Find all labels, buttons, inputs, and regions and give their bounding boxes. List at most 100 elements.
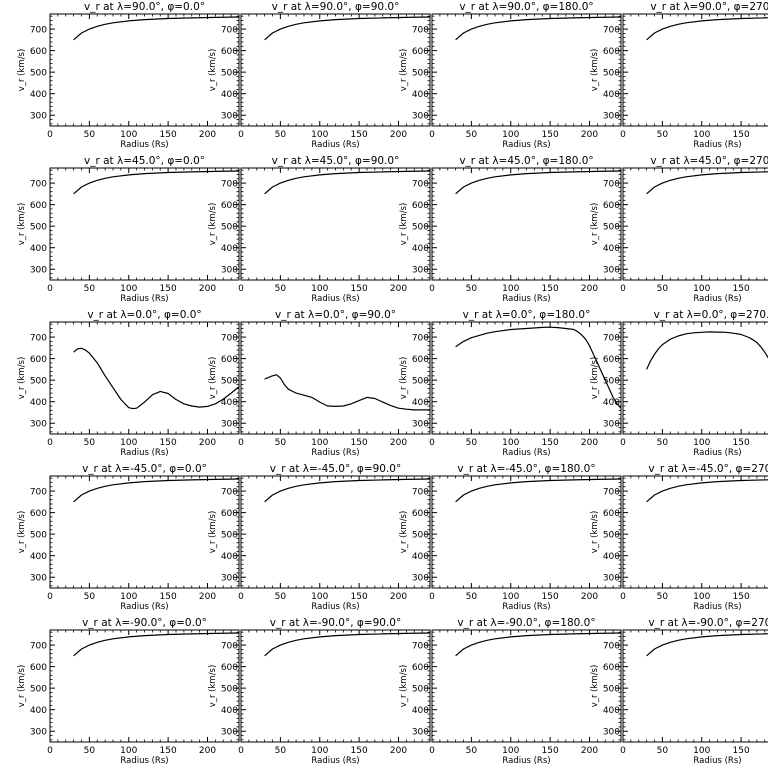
chart-panel-9: v_r at λ=0.0°, φ=90.0° 0 50 100 150 200 300 400… xyxy=(208,309,431,458)
y-tick-label: 400 xyxy=(221,398,238,408)
y-tick-label: 300 xyxy=(30,265,47,275)
y-tick-label: 300 xyxy=(412,111,429,121)
x-tick-label: 150 xyxy=(351,592,368,602)
series-line-0 xyxy=(264,16,431,41)
y-axis-label: v_r (km/s) xyxy=(399,511,409,554)
series-line-0 xyxy=(646,633,768,657)
x-axis-label: Radius (Rs) xyxy=(120,602,168,612)
x-axis-label: Radius (Rs) xyxy=(311,602,359,612)
y-tick-label: 500 xyxy=(30,684,47,694)
x-tick-label: 200 xyxy=(390,438,407,448)
y-tick-label: 500 xyxy=(221,530,238,540)
y-tick-label: 500 xyxy=(221,222,238,232)
series-line-0 xyxy=(264,632,431,657)
x-tick-label: 100 xyxy=(311,592,328,602)
x-tick-label: 200 xyxy=(390,284,407,294)
x-tick-label: 150 xyxy=(160,438,177,448)
y-tick-label: 400 xyxy=(30,244,47,254)
y-tick-label: 700 xyxy=(30,487,47,497)
x-tick-label: 200 xyxy=(581,592,598,602)
y-tick-label: 700 xyxy=(412,25,429,35)
x-axis-label: Radius (Rs) xyxy=(311,294,359,304)
y-tick-label: 500 xyxy=(603,376,620,386)
y-tick-label: 600 xyxy=(412,509,429,519)
y-axis-label: v_r (km/s) xyxy=(208,203,218,246)
y-axis-label: v_r (km/s) xyxy=(590,665,600,708)
plot-frame xyxy=(622,629,768,743)
y-tick-label: 500 xyxy=(221,376,238,386)
x-tick-label: 50 xyxy=(84,438,96,448)
x-tick-label: 150 xyxy=(542,284,559,294)
y-tick-label: 700 xyxy=(221,333,238,343)
x-tick-label: 0 xyxy=(47,130,53,140)
x-tick-label: 100 xyxy=(311,746,328,756)
x-axis-label: Radius (Rs) xyxy=(502,140,550,150)
y-tick-label: 300 xyxy=(30,727,47,737)
chart-panel-13: v_r at λ=-45.0°, φ=90.0° 0 50 100 150 200 300 4… xyxy=(208,463,431,612)
x-tick-label: 150 xyxy=(542,592,559,602)
x-axis-label: Radius (Rs) xyxy=(693,294,741,304)
chart-title: v_r at λ=45.0°, φ=90.0° xyxy=(272,155,400,167)
x-axis-label: Radius (Rs) xyxy=(693,448,741,458)
y-tick-label: 400 xyxy=(603,90,620,100)
y-axis-label: v_r (km/s) xyxy=(17,49,27,92)
x-tick-label: 50 xyxy=(275,592,287,602)
x-tick-label: 0 xyxy=(47,438,53,448)
series-line-0 xyxy=(646,171,768,195)
y-tick-label: 300 xyxy=(603,419,620,429)
x-tick-label: 0 xyxy=(429,130,435,140)
y-tick-label: 500 xyxy=(412,684,429,694)
chart-panel-11: v_r at λ=0.0°, φ=270.0°05010015020030040… xyxy=(590,309,768,458)
chart-panel-8: v_r at λ=0.0°, φ=0.0° 0 50 100 150 200 300 400 5… xyxy=(17,309,240,458)
series-line-0 xyxy=(455,478,622,503)
y-tick-label: 300 xyxy=(603,573,620,583)
x-tick-label: 100 xyxy=(120,438,137,448)
x-tick-label: 50 xyxy=(657,592,669,602)
y-tick-label: 600 xyxy=(603,663,620,673)
series-line-0 xyxy=(73,16,240,41)
x-tick-label: 50 xyxy=(275,284,287,294)
y-tick-label: 700 xyxy=(221,25,238,35)
y-tick-label: 300 xyxy=(30,111,47,121)
x-tick-label: 200 xyxy=(390,130,407,140)
plot-frame xyxy=(622,321,768,435)
x-tick-label: 150 xyxy=(351,130,368,140)
x-tick-label: 50 xyxy=(84,592,96,602)
y-tick-label: 700 xyxy=(412,333,429,343)
y-tick-label: 300 xyxy=(412,727,429,737)
x-tick-label: 100 xyxy=(693,746,710,756)
y-tick-label: 700 xyxy=(603,179,620,189)
x-tick-label: 200 xyxy=(199,746,216,756)
x-tick-label: 0 xyxy=(429,284,435,294)
y-tick-label: 600 xyxy=(412,663,429,673)
x-tick-label: 0 xyxy=(47,592,53,602)
x-tick-label: 100 xyxy=(120,592,137,602)
x-tick-label: 0 xyxy=(238,438,244,448)
x-tick-label: 50 xyxy=(275,130,287,140)
x-tick-label: 50 xyxy=(466,130,478,140)
y-tick-label: 400 xyxy=(603,398,620,408)
y-tick-label: 300 xyxy=(603,265,620,275)
x-tick-label: 200 xyxy=(199,592,216,602)
y-tick-label: 500 xyxy=(603,222,620,232)
y-tick-label: 700 xyxy=(30,25,47,35)
series-line-0 xyxy=(264,170,431,195)
chart-title: v_r at λ=-45.0°, φ=180.0° xyxy=(457,463,595,475)
chart-title: v_r at λ=0.0°, φ=90.0° xyxy=(275,309,396,321)
x-tick-label: 150 xyxy=(351,746,368,756)
y-tick-label: 700 xyxy=(30,641,47,651)
x-tick-label: 100 xyxy=(502,130,519,140)
x-tick-label: 50 xyxy=(84,746,96,756)
x-axis-label: Radius (Rs) xyxy=(311,140,359,150)
x-tick-label: 200 xyxy=(581,284,598,294)
x-tick-label: 100 xyxy=(502,746,519,756)
x-tick-label: 100 xyxy=(311,438,328,448)
y-tick-label: 600 xyxy=(603,355,620,365)
x-tick-label: 50 xyxy=(84,284,96,294)
x-tick-label: 100 xyxy=(693,438,710,448)
x-tick-label: 0 xyxy=(620,284,626,294)
x-tick-label: 150 xyxy=(733,130,750,140)
x-tick-label: 50 xyxy=(466,284,478,294)
y-tick-label: 600 xyxy=(221,355,238,365)
x-tick-label: 200 xyxy=(581,746,598,756)
